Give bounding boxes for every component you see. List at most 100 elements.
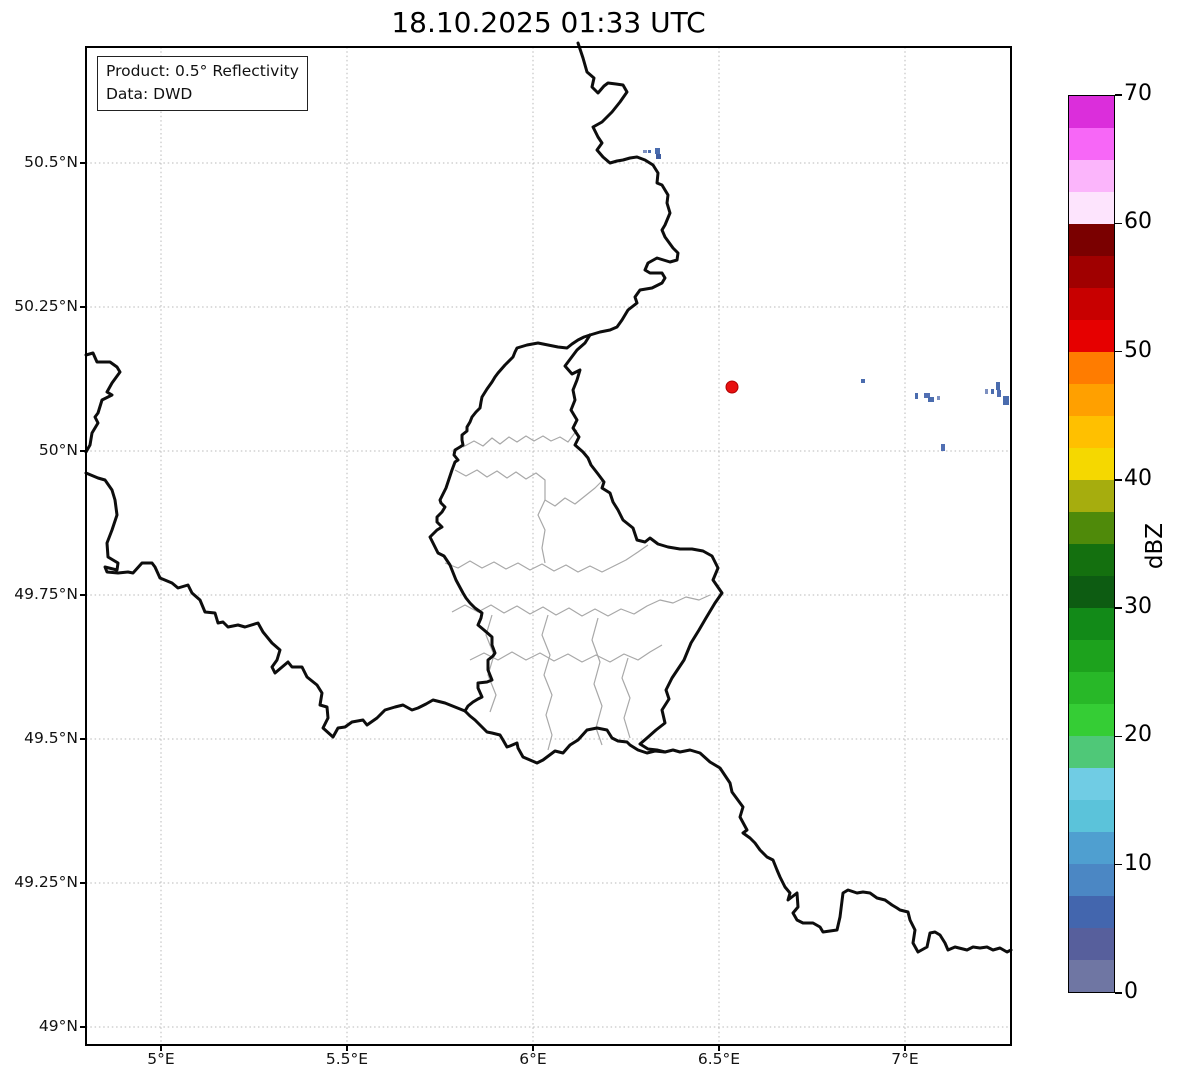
x-tick-mark <box>532 1045 534 1051</box>
x-tick-mark <box>346 1045 348 1051</box>
x-tick-label: 5.5°E <box>325 1050 369 1068</box>
grid-layer <box>86 47 1011 1045</box>
colorbar-tick-label: 50 <box>1124 337 1152 363</box>
y-tick-mark <box>80 594 86 596</box>
border-luxembourg-west <box>428 333 592 713</box>
y-tick-label: 49.25°N <box>14 873 78 891</box>
colorbar-segment <box>1069 384 1114 416</box>
figure-title: 18.10.2025 01:33 UTC <box>391 6 706 39</box>
colorbar-tick-mark <box>1115 350 1122 353</box>
y-tick-label: 49°N <box>38 1017 78 1035</box>
radar-echo <box>655 148 660 154</box>
x-tick-label: 6.5°E <box>697 1050 741 1068</box>
canton-line <box>444 544 649 573</box>
y-tick-mark <box>80 450 86 452</box>
colorbar-segment <box>1069 480 1114 512</box>
colorbar-segment <box>1069 320 1114 352</box>
colorbar-segment <box>1069 608 1114 640</box>
colorbar <box>1068 95 1115 993</box>
border-france-germany <box>663 748 1013 954</box>
colorbar-tick-mark <box>1115 735 1122 738</box>
radar-echo <box>941 444 945 451</box>
y-tick-mark <box>80 738 86 740</box>
product-info-line2: Data: DWD <box>106 84 193 103</box>
y-tick-label: 49.5°N <box>24 729 78 747</box>
canton-line <box>469 644 663 663</box>
colorbar-segment <box>1069 864 1114 896</box>
radar-echo <box>996 382 1000 390</box>
colorbar-segment <box>1069 512 1114 544</box>
radar-echo <box>991 389 994 394</box>
canton-line <box>591 617 603 746</box>
radar-echo <box>656 154 661 159</box>
border-belgium-france-upper <box>84 351 122 454</box>
y-tick-mark <box>80 1026 86 1028</box>
x-tick-mark <box>718 1045 720 1051</box>
radar-echo <box>937 396 940 400</box>
colorbar-segment <box>1069 704 1114 736</box>
colorbar-segment <box>1069 576 1114 608</box>
colorbar-tick-label: 60 <box>1124 209 1152 235</box>
radar-echo <box>985 389 988 394</box>
colorbar-segment <box>1069 960 1114 992</box>
colorbar-segment <box>1069 96 1114 128</box>
colorbar-segment <box>1069 928 1114 960</box>
colorbar-segment <box>1069 352 1114 384</box>
colorbar-tick-label: 10 <box>1124 850 1152 876</box>
radar-echo <box>915 393 918 399</box>
colorbar-segment <box>1069 736 1114 768</box>
x-tick-mark <box>904 1045 906 1051</box>
colorbar-tick-mark <box>1115 864 1122 866</box>
y-tick-label: 50°N <box>38 441 78 459</box>
border-belgium-france <box>84 471 467 739</box>
colorbar-tick-label: 40 <box>1124 465 1152 491</box>
colorbar-segment <box>1069 800 1114 832</box>
radar-echo <box>648 150 651 153</box>
country-borders <box>84 41 1013 954</box>
colorbar-tick-label: 70 <box>1124 81 1152 106</box>
colorbar-tick-mark <box>1115 479 1122 481</box>
canton-line <box>621 657 631 739</box>
x-tick-label: 5°E <box>147 1050 175 1068</box>
canton-line <box>454 469 546 564</box>
canton-borders <box>444 429 711 751</box>
colorbar-segment <box>1069 544 1114 576</box>
y-tick-mark <box>80 882 86 884</box>
canton-line <box>462 429 578 448</box>
y-tick-label: 50.25°N <box>14 297 78 315</box>
border-germany-belgium <box>576 41 680 337</box>
colorbar-segment <box>1069 288 1114 320</box>
colorbar-segment <box>1069 832 1114 864</box>
radar-echo <box>928 397 934 402</box>
product-info-line1: Product: 0.5° Reflectivity <box>106 62 299 80</box>
colorbar-segment <box>1069 256 1114 288</box>
colorbar-segment <box>1069 192 1114 224</box>
border-luxembourg-east <box>563 333 724 754</box>
colorbar-segment <box>1069 448 1114 480</box>
colorbar-segment <box>1069 672 1114 704</box>
x-tick-label: 7°E <box>891 1050 919 1068</box>
colorbar-tick-mark <box>1115 94 1122 96</box>
x-tick-label: 6°E <box>519 1050 547 1068</box>
radar-echo <box>643 150 647 153</box>
canton-line <box>541 614 553 751</box>
canton-line <box>451 594 711 617</box>
x-tick-mark <box>160 1045 162 1051</box>
colorbar-segment <box>1069 160 1114 192</box>
radar-site-marker <box>725 380 739 394</box>
radar-echo <box>1003 396 1009 405</box>
colorbar-segment <box>1069 416 1114 448</box>
canton-line <box>544 479 604 507</box>
colorbar-tick-mark <box>1115 992 1122 994</box>
radar-site-layer <box>725 380 739 394</box>
product-info-box: Product: 0.5° Reflectivity Data: DWD <box>97 56 308 111</box>
plot-frame <box>85 46 1012 1046</box>
y-tick-label: 49.75°N <box>14 585 78 603</box>
colorbar-segment <box>1069 896 1114 928</box>
colorbar-tick-label: 30 <box>1124 594 1152 620</box>
colorbar-tick-label: 20 <box>1124 722 1152 748</box>
radar-echo <box>924 393 930 398</box>
radar-echo <box>861 379 865 383</box>
